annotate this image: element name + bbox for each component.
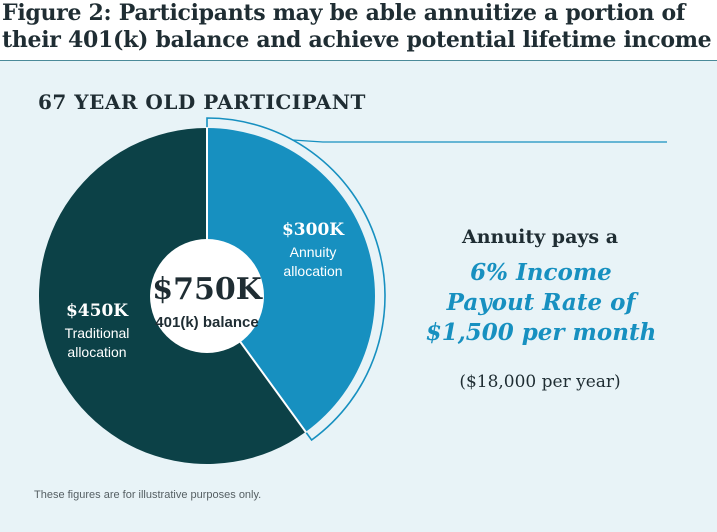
traditional-slice-label: $450K Traditional allocation <box>65 301 130 360</box>
figure-title: Figure 2: Participants may be able annui… <box>2 0 714 54</box>
participant-heading: 67 YEAR OLD PARTICIPANT <box>38 90 366 114</box>
payout-rate-text: 6% Income Payout Rate of $1,500 per mont… <box>400 258 682 348</box>
traditional-amount-label: $450K <box>66 301 129 321</box>
payout-rate-line2: Payout Rate of <box>446 289 636 316</box>
title-divider <box>0 60 717 61</box>
footnote: These figures are for illustrative purpo… <box>34 489 262 501</box>
annuity-slice <box>207 128 376 432</box>
per-year-text: ($18,000 per year) <box>459 372 621 392</box>
annuity-label-line2: allocation <box>283 263 342 279</box>
annuity-highlight-bracket <box>206 117 386 442</box>
annuity-slice-label: $300K Annuity allocation <box>282 220 345 279</box>
payout-rate-line3: $1,500 per month <box>425 319 657 346</box>
annuity-label-line1: Annuity <box>290 244 337 260</box>
donut-center-disc <box>150 239 264 353</box>
figure-title-line1: Figure 2: Participants may be able annui… <box>2 0 685 26</box>
traditional-label-line2: allocation <box>67 344 126 360</box>
payout-rate-line1: 6% Income <box>470 259 612 286</box>
traditional-label-line1: Traditional <box>65 325 130 341</box>
center-label: 401(k) balance <box>155 314 258 331</box>
annuity-leader-line <box>292 139 667 143</box>
figure-title-line2: their 401(k) balance and achieve potenti… <box>2 27 712 53</box>
annuity-amount-label: $300K <box>282 220 345 240</box>
center-value: $750K <box>152 272 262 307</box>
annuity-lead-text: Annuity pays a <box>461 226 619 248</box>
